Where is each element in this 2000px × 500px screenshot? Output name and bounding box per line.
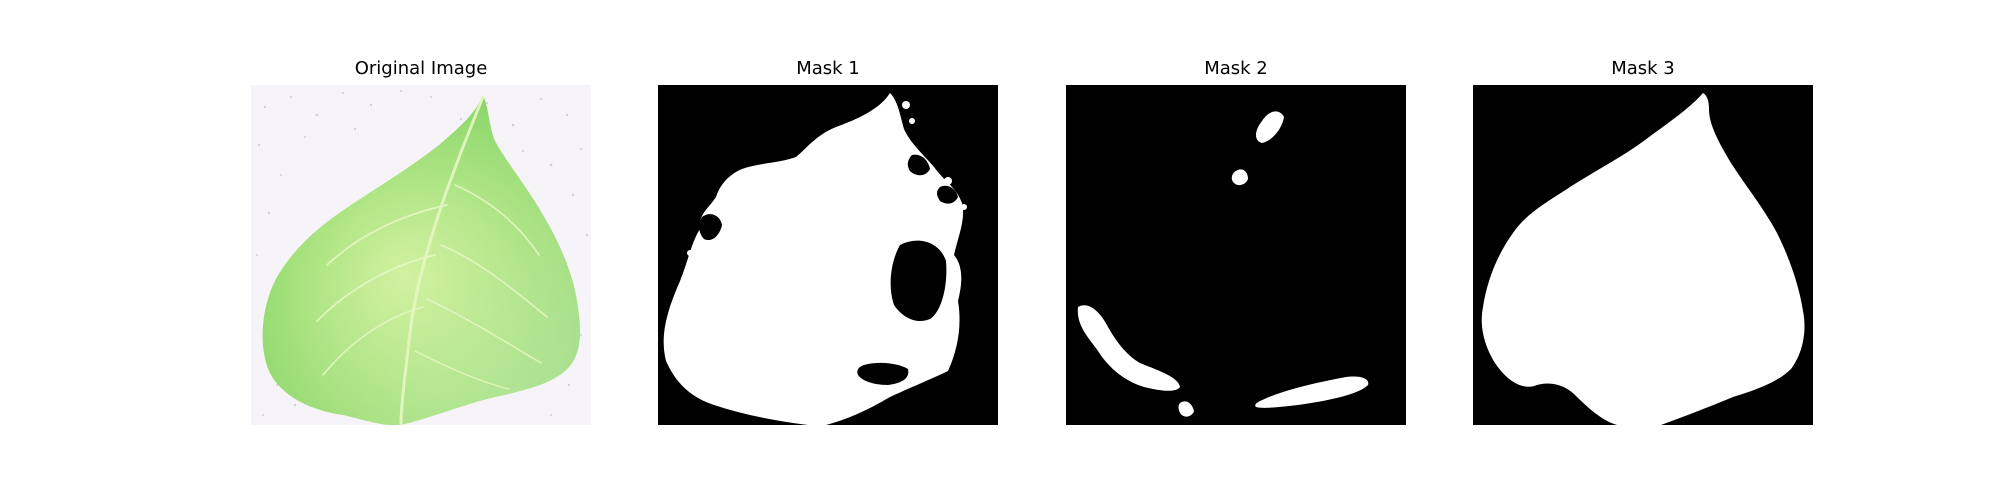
mask-foreground (663, 93, 964, 425)
mask-3 (1473, 85, 1813, 425)
leaf-photo (251, 85, 591, 425)
panel-title: Original Image (354, 58, 488, 79)
mask-2 (1066, 85, 1406, 425)
panel-title: Mask 3 (1611, 58, 1675, 79)
panel-title: Mask 2 (1204, 58, 1268, 79)
panel-mask-3: Mask 3 (1473, 55, 1813, 440)
panel-mask-2: Mask 2 (1066, 55, 1406, 440)
mask-foreground (1077, 111, 1369, 417)
panel-mask-1: Mask 1 (658, 55, 998, 440)
mask-3-image (1473, 85, 1813, 425)
mask-background (1066, 85, 1406, 425)
panel-title: Mask 1 (796, 58, 860, 79)
leaf-veins (316, 95, 548, 425)
mask-holes (699, 154, 958, 390)
mask-specks (687, 101, 967, 256)
mask-foreground (1481, 93, 1805, 425)
mask-1 (658, 85, 998, 425)
panel-original-image: Original Image (251, 55, 591, 440)
original-leaf-image (251, 85, 591, 425)
mask-1-image (658, 85, 998, 425)
mask-2-image (1066, 85, 1406, 425)
